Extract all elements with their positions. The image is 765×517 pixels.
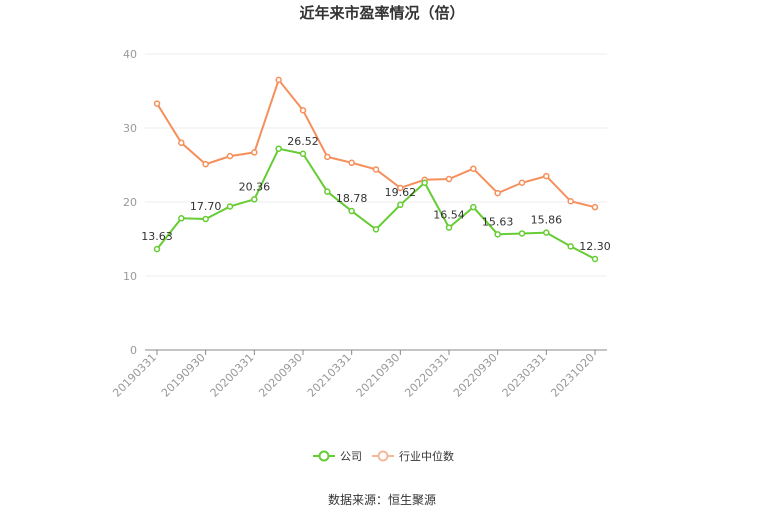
- y-axis: 0 10 20 30 40: [123, 48, 137, 357]
- data-point: [543, 172, 550, 180]
- data-label: 17.70: [190, 200, 222, 213]
- data-point: [226, 203, 234, 210]
- data-point: [348, 159, 355, 167]
- data-point: [494, 231, 501, 238]
- data-labels: 13.63 17.70 20.36 26.52 18.78 19.62 16.54 15.63…: [141, 135, 611, 253]
- x-tick-label: 20190930: [159, 351, 208, 400]
- data-point: [348, 207, 355, 215]
- data-point: [372, 226, 380, 233]
- data-point: [178, 215, 185, 222]
- data-point: [470, 203, 477, 211]
- y-tick-label: 20: [123, 196, 137, 209]
- data-point: [324, 153, 331, 161]
- data-label: 12.30: [579, 240, 611, 253]
- legend[interactable]: 公司 行业中位数: [313, 449, 454, 463]
- data-label: 15.86: [531, 214, 563, 227]
- data-point: [324, 188, 331, 195]
- data-point: [567, 243, 574, 250]
- data-point: [494, 189, 501, 197]
- data-point: [178, 139, 185, 147]
- data-point: [591, 203, 599, 211]
- data-point: [445, 175, 453, 183]
- data-point: [397, 184, 404, 192]
- data-label: 15.63: [482, 215, 514, 228]
- data-point: [518, 230, 526, 237]
- legend-industry-label: 行业中位数: [399, 449, 454, 463]
- data-point: [518, 179, 526, 187]
- data-point: [470, 165, 477, 172]
- data-label: 19.62: [385, 186, 417, 199]
- data-label: 13.63: [141, 230, 173, 243]
- x-axis: 20190331 20190930 20200331 20200930 20210331…: [110, 349, 607, 400]
- data-point: [275, 76, 282, 84]
- series-line: [156, 147, 596, 260]
- series-group: [153, 76, 599, 263]
- data-point: [543, 229, 550, 236]
- data-point: [202, 161, 209, 168]
- y-tick-label: 40: [123, 48, 137, 61]
- x-tick-label: 20220331: [402, 351, 451, 400]
- data-point: [445, 224, 453, 231]
- data-point: [153, 100, 161, 107]
- series-1: [153, 76, 599, 211]
- data-point: [251, 149, 258, 156]
- x-tick-label: 20220930: [451, 351, 500, 400]
- data-point: [226, 152, 234, 160]
- x-tick-label: 20200331: [208, 351, 257, 400]
- y-tick-label: 10: [123, 270, 137, 283]
- data-label: 20.36: [239, 180, 271, 193]
- legend-industry-marker-icon: [377, 450, 389, 462]
- data-point: [567, 198, 574, 205]
- source-note: 数据来源：恒生聚源: [328, 492, 436, 507]
- data-point: [153, 245, 161, 253]
- data-point: [202, 215, 209, 223]
- x-tick-label: 20200930: [256, 351, 305, 400]
- data-point: [591, 255, 599, 263]
- data-point: [372, 166, 380, 173]
- y-tick-label: 30: [123, 122, 137, 135]
- data-point: [275, 145, 282, 152]
- grid-lines: [145, 53, 607, 277]
- legend-company-label: 公司: [340, 450, 362, 463]
- data-point: [299, 150, 307, 158]
- x-tick-label: 20190331: [110, 351, 159, 400]
- x-tick-label: 20231020: [548, 351, 597, 400]
- y-tick-label: 0: [130, 344, 137, 357]
- series-0: [153, 145, 599, 263]
- data-label: 16.54: [433, 209, 465, 222]
- data-point: [299, 106, 307, 114]
- legend-item-industry-median[interactable]: 行业中位数: [372, 449, 454, 463]
- data-point: [251, 196, 258, 203]
- x-tick-label: 20210331: [305, 351, 354, 400]
- data-point: [421, 179, 428, 187]
- data-label: 26.52: [287, 135, 319, 148]
- data-label: 18.78: [336, 192, 368, 205]
- data-point: [397, 201, 404, 209]
- x-tick-label: 20210930: [354, 351, 403, 400]
- x-tick-label: 20230331: [500, 351, 549, 400]
- chart-title: 近年来市盈率情况（倍）: [299, 4, 464, 22]
- legend-company-marker-icon: [318, 450, 330, 462]
- legend-item-company[interactable]: 公司: [313, 450, 362, 463]
- series-line: [156, 77, 596, 209]
